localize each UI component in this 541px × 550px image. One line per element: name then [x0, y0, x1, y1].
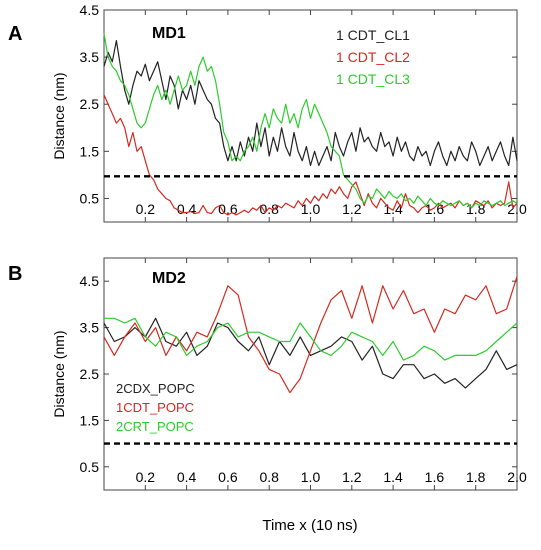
series-line-2 — [103, 276, 518, 394]
x-tick-label: 1.2 — [342, 201, 362, 217]
y-tick-label: 1.5 — [80, 412, 100, 428]
x-tick-label: 1.4 — [383, 469, 403, 485]
y-axis-label: Distance (nm) — [51, 72, 67, 159]
x-tick-label: 0.8 — [259, 201, 279, 217]
x-tick-label: 1.2 — [342, 469, 362, 485]
x-tick-label: 0.2 — [136, 469, 156, 485]
panel-title: MD2 — [152, 270, 186, 287]
panel-title: MD1 — [152, 25, 186, 42]
legend-entry: 1 CDT_CL1 — [336, 27, 410, 43]
y-tick-label: 3.5 — [80, 320, 100, 336]
legend-entry: 2CDX_POPC — [116, 381, 195, 396]
x-tick-label: 0.6 — [218, 469, 238, 485]
x-tick-label: 0.8 — [259, 469, 279, 485]
panel-letter: B — [8, 263, 22, 285]
panel-b: B MD2 0.5 1.5 2.5 3.5 4.5 0.2 0.4 0.6 0.8 1.0 1.2 1.4… — [8, 257, 527, 491]
y-axis-label: Distance (nm) — [51, 330, 67, 417]
x-axis-label: Time x (10 ns) — [262, 517, 357, 534]
legend-entry: 2CRT_POPC — [116, 419, 194, 434]
series-line-1 — [103, 39, 518, 167]
x-tick-label: 2.0 — [507, 469, 527, 485]
series-line-3 — [104, 317, 518, 361]
series-line-1 — [103, 317, 518, 389]
x-tick-label: 1.6 — [425, 469, 445, 485]
legend-entry: 1 CDT_CL3 — [336, 71, 410, 87]
x-tick-label: 0.4 — [177, 469, 197, 485]
y-tick-label: 4.5 — [80, 2, 100, 18]
legend-entry: 1CDT_POPC — [116, 400, 194, 415]
y-tick-label: 2.5 — [80, 366, 100, 382]
y-tick-label: 3.5 — [80, 49, 100, 65]
x-tick-label: 1.8 — [466, 469, 486, 485]
x-tick-label: 0.4 — [177, 201, 197, 217]
y-tick-label: 0.5 — [80, 459, 100, 475]
y-tick-label: 0.5 — [80, 190, 100, 206]
panel-letter: A — [8, 23, 22, 45]
plot-frame — [103, 257, 518, 491]
y-tick-label: 2.5 — [80, 96, 100, 112]
x-tick-label: 1.0 — [301, 201, 321, 217]
y-tick-label: 1.5 — [80, 143, 100, 159]
series-line-2 — [103, 94, 518, 216]
x-tick-label: 0.2 — [136, 201, 156, 217]
series-line-3 — [103, 33, 518, 209]
legend-entry: 1 CDT_CL2 — [336, 49, 410, 65]
x-tick-label: 1.0 — [301, 469, 321, 485]
y-tick-label: 4.5 — [80, 273, 100, 289]
